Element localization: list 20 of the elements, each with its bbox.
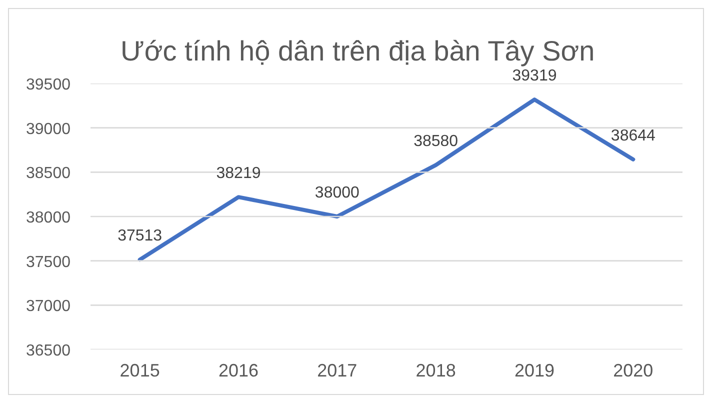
x-tick-label: 2016 xyxy=(218,360,259,380)
x-tick-label: 2018 xyxy=(416,360,456,380)
chart-title: Ước tính hộ dân trên địa bàn Tây Sơn xyxy=(120,36,595,66)
y-tick-label: 37000 xyxy=(26,298,71,316)
data-label: 39319 xyxy=(512,68,557,85)
x-tick-label: 2017 xyxy=(317,360,358,380)
x-tick-label: 2015 xyxy=(120,360,160,380)
y-tick-label: 37500 xyxy=(26,254,71,271)
y-tick-label: 38500 xyxy=(26,165,71,182)
data-label: 38219 xyxy=(216,165,261,182)
x-tick-label: 2020 xyxy=(613,360,654,380)
data-label: 37513 xyxy=(118,228,162,245)
y-tick-label: 39000 xyxy=(26,120,71,138)
data-label: 38644 xyxy=(610,127,656,144)
data-label: 38580 xyxy=(414,133,458,150)
y-tick-label: 38000 xyxy=(26,210,71,226)
x-tick-label: 2019 xyxy=(514,360,555,380)
y-tick-label: 36500 xyxy=(26,342,71,360)
y-tick-label: 39500 xyxy=(26,76,71,94)
data-label: 38000 xyxy=(314,184,360,202)
